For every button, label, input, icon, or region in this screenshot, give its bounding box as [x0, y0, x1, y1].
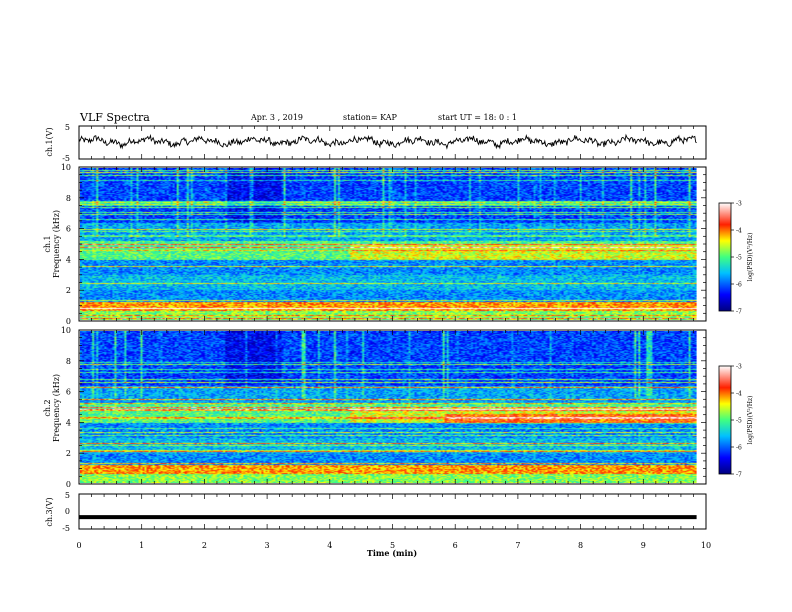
x-tick-label: 1 [139, 541, 144, 550]
colorbar-tick-label: -4 [736, 391, 742, 398]
y-tick-label: 0 [66, 480, 71, 489]
ch3-ylabel: ch.3(V) [45, 497, 54, 526]
y-tick-label: 6 [66, 225, 71, 234]
y-tick-label: 6 [66, 388, 71, 397]
ch1-waveform-panel: 5 -5 ch.1(V) [45, 123, 707, 163]
station-label: station= KAP [343, 113, 397, 122]
colorbar-tick-label: -6 [736, 445, 742, 452]
x-tick-label: 8 [578, 541, 583, 550]
ch3-ytick-bottom: -5 [62, 524, 70, 533]
colorbar-tick-label: -7 [736, 309, 742, 316]
colorbar-tick-label: -5 [736, 255, 742, 262]
ch2-colorbar [718, 365, 732, 475]
ch1-ticks [78, 126, 707, 159]
y-tick-label: 10 [61, 163, 71, 172]
y-tick-label: 0 [66, 317, 71, 326]
x-tick-label: 4 [327, 541, 332, 550]
colorbar-tick-label: -3 [736, 201, 742, 208]
ch1-spectrogram-image [80, 168, 697, 320]
ch2-spec-ylabel-line2: Frequency (kHz) [52, 374, 61, 442]
x-tick-label: 3 [265, 541, 270, 550]
x-tick-label: 2 [202, 541, 207, 550]
x-tick-label: 7 [515, 541, 520, 550]
ch2-spec-ylabel-line1: ch.2 [43, 399, 52, 416]
x-axis-label: Time (min) [367, 548, 417, 558]
colorbar-tick-label: -3 [736, 364, 742, 371]
ch3-waveform-frame [78, 493, 707, 530]
colorbar-tick-label: -7 [736, 472, 742, 479]
colorbar-tick-label: -5 [736, 418, 742, 425]
x-tick-label: 9 [641, 541, 646, 550]
ch2-colorbar-label: log(PSD)(V²/Hz) [747, 396, 754, 445]
x-tick-label: 10 [701, 541, 711, 550]
ch3-ytick-mid: 0 [65, 507, 70, 516]
x-tick-labels: 0 1 2 3 4 5 6 7 8 9 10 [76, 541, 711, 550]
date-label: Apr. 3 , 2019 [251, 113, 304, 122]
ch3-waveform-panel: 5 0 -5 ch.3(V) 0 1 2 3 4 5 6 7 8 9 10 Time (min) [45, 491, 711, 558]
ch1-colorbar [718, 202, 732, 312]
ch1-ylabel: ch.1(V) [45, 127, 54, 156]
title: VLF Spectra [80, 111, 150, 124]
ch2-spectrogram-axes: 0 2 4 6 8 10 [61, 326, 707, 489]
start-time-label: start UT = 18: 0 : 1 [438, 113, 517, 122]
colorbar-tick-label: -4 [736, 228, 742, 235]
ch2-colorbar-ticks: -3 -4 -5 -6 -7 [731, 364, 742, 479]
ch1-colorbar-ticks: -3 -4 -5 -6 -7 [731, 201, 742, 316]
ch1-ytick-bottom: -5 [62, 154, 70, 163]
y-tick-label: 2 [66, 449, 71, 458]
ch1-spectrogram-axes: 0 2 4 6 8 10 [61, 163, 707, 326]
y-tick-label: 4 [66, 255, 71, 264]
y-tick-label: 8 [66, 357, 71, 366]
ch1-spec-ylabel-line2: Frequency (kHz) [52, 210, 61, 278]
ch1-spec-ylabel-line1: ch.1 [43, 235, 52, 252]
y-tick-label: 2 [66, 286, 71, 295]
ch3-ytick-top: 5 [65, 491, 70, 500]
x-tick-label: 6 [453, 541, 458, 550]
y-tick-label: 4 [66, 418, 71, 427]
colorbar-tick-label: -6 [736, 282, 742, 289]
ch1-ytick-top: 5 [65, 123, 70, 132]
ch1-colorbar-label: log(PSD)(V²/Hz) [747, 233, 754, 282]
x-tick-label: 5 [390, 541, 395, 550]
ch1-trace [78, 133, 697, 150]
y-tick-label: 10 [61, 326, 71, 335]
ch2-spectrogram-image [80, 331, 697, 483]
x-tick-label: 0 [76, 541, 81, 550]
ch3-ticks [78, 494, 707, 529]
y-tick-label: 8 [66, 194, 71, 203]
